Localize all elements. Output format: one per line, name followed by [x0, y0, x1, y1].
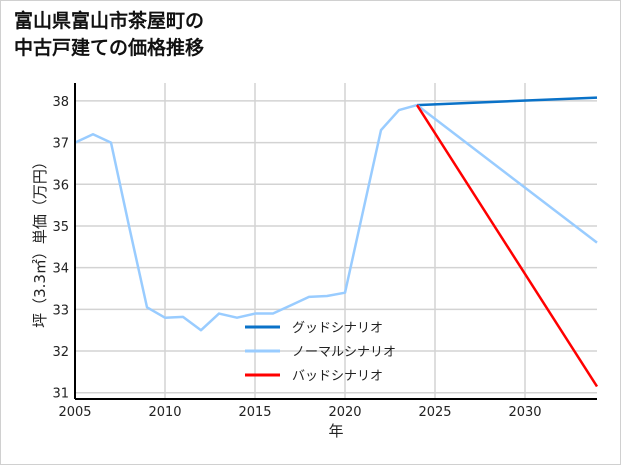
- x-axis-label: 年: [328, 422, 343, 440]
- x-tick-label: 2015: [238, 405, 271, 420]
- y-tick-label: 33: [52, 303, 69, 318]
- y-tick-label: 35: [52, 220, 69, 235]
- x-tick-label: 2005: [58, 405, 91, 420]
- series-line: [416, 104, 598, 244]
- series-line: [415, 104, 599, 388]
- y-tick-label: 32: [52, 345, 69, 360]
- series-line: [74, 103, 418, 332]
- y-tick-label: 34: [52, 262, 69, 277]
- x-tick-label: 2025: [418, 405, 451, 420]
- legend-label: グッドシナリオ: [292, 321, 383, 336]
- y-tick-label: 31: [52, 387, 69, 402]
- x-tick-label: 2020: [328, 405, 361, 420]
- y-axis-label: 坪（3.3㎡）単価（万円）: [31, 154, 49, 328]
- x-tick-label: 2030: [508, 405, 541, 420]
- series-line: [416, 96, 598, 107]
- y-tick-label: 37: [52, 137, 69, 152]
- x-tick-label: 2010: [148, 405, 181, 420]
- y-tick-label: 38: [52, 95, 69, 110]
- legend-label: バッドシナリオ: [292, 369, 383, 384]
- y-tick-label: 36: [52, 178, 69, 193]
- chart-title: 富山県富山市茶屋町の 中古戸建ての価格推移: [14, 10, 205, 59]
- legend-label: ノーマルシナリオ: [292, 345, 396, 360]
